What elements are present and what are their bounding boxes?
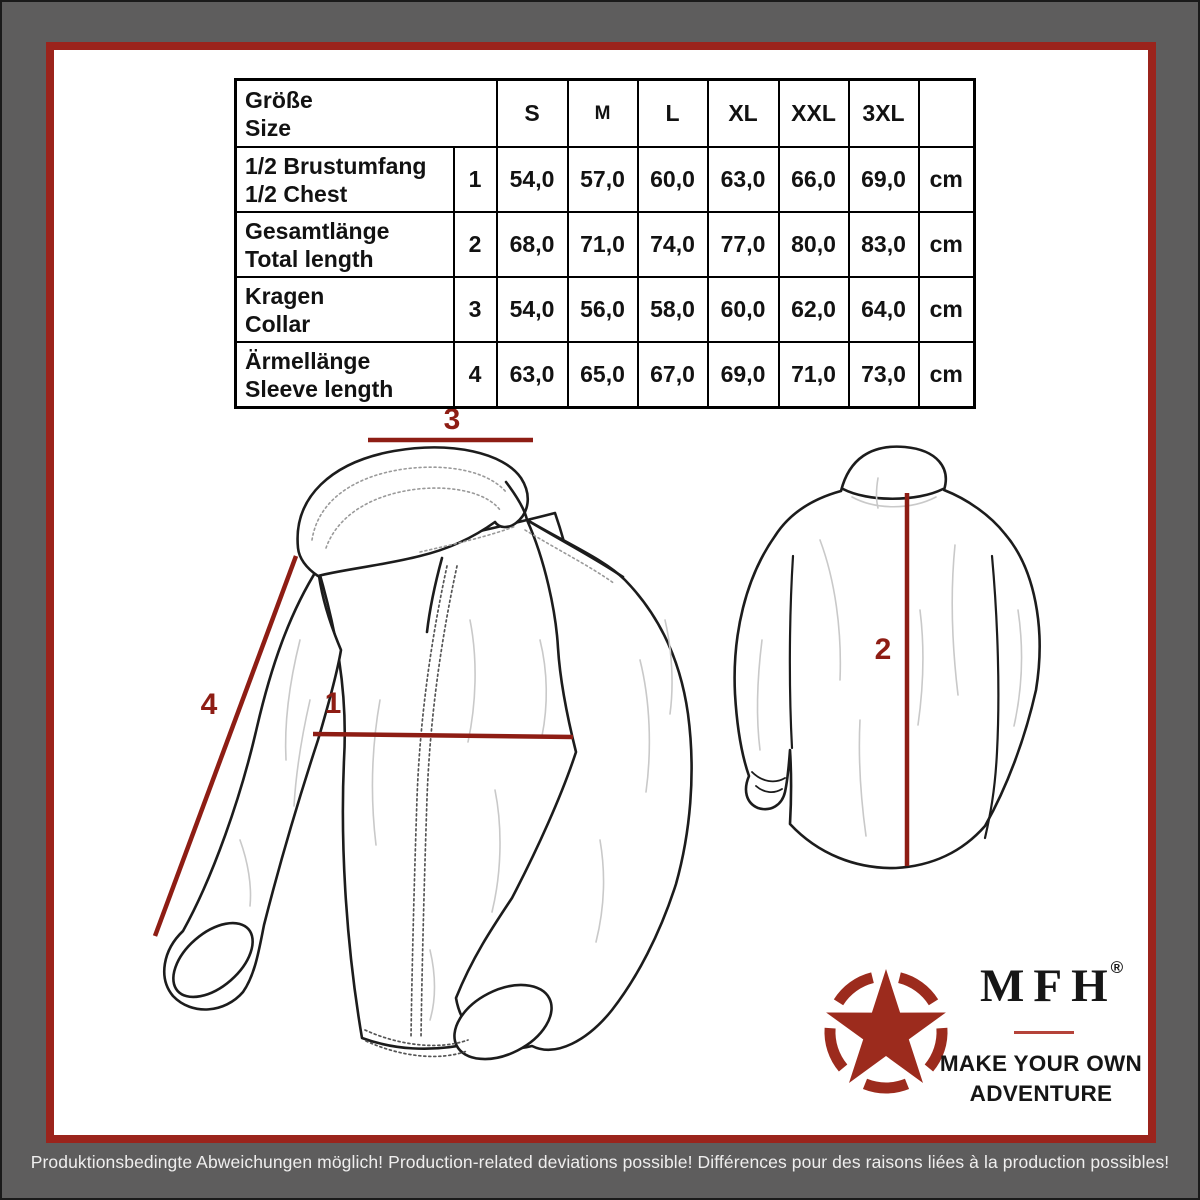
header-size-label-de: Größe (245, 86, 313, 113)
row-label-en: Collar (245, 310, 311, 337)
row-label-en: Sleeve length (245, 375, 394, 402)
star-logo-icon (824, 969, 948, 1094)
brand-tagline: MAKE YOUR OWN ADVENTURE (926, 1049, 1156, 1109)
jacket-back-drawing (733, 445, 1041, 870)
size-col-unit (917, 78, 976, 148)
table-row-sleeve-length: Ärmellänge Sleeve length 4 63,0 65,0 67,… (234, 341, 976, 409)
row-label-de: 1/2 Brustumfang (245, 152, 427, 179)
value-cell: 83,0 (847, 211, 920, 278)
front-collar (296, 446, 529, 578)
value-cell: 74,0 (636, 211, 709, 278)
size-col-l: L (636, 78, 709, 148)
row-label-de: Gesamtlänge (245, 217, 390, 244)
production-disclaimer: Produktionsbedingte Abweichungen möglich… (30, 1152, 1170, 1172)
table-row-total-length: Gesamtlänge Total length 2 68,0 71,0 74,… (234, 211, 976, 278)
value-cell: 68,0 (495, 211, 569, 278)
value-cell: 54,0 (495, 276, 569, 343)
value-cell: 63,0 (495, 341, 569, 409)
brand-tagline-line1: MAKE YOUR OWN (939, 1051, 1143, 1076)
table-row-collar: Kragen Collar 3 54,0 56,0 58,0 60,0 62,0… (234, 276, 976, 343)
size-col-s: S (495, 78, 569, 148)
header-size-label-en: Size (245, 114, 292, 141)
size-table: Größe Size S M L XL XXL 3XL 1/2 Brustumf… (234, 78, 977, 409)
unit-cell: cm (917, 146, 976, 213)
brand-wordmark: MFH® (980, 958, 1123, 1013)
unit-cell: cm (917, 211, 976, 278)
row-marker-number: 3 (452, 276, 498, 343)
marker-chest: 1 (325, 687, 342, 720)
table-row-chest: 1/2 Brustumfang 1/2 Chest 1 54,0 57,0 60… (234, 146, 976, 213)
table-header-row: Größe Size S M L XL XXL 3XL (234, 78, 976, 148)
marker-total-length: 2 (875, 633, 892, 666)
value-cell: 54,0 (495, 146, 569, 213)
value-cell: 63,0 (706, 146, 780, 213)
size-col-m: M (566, 78, 639, 148)
brand-divider-rule (1014, 1031, 1074, 1034)
measure-line-chest (312, 731, 574, 740)
registered-trademark-symbol: ® (1110, 958, 1124, 977)
value-cell: 71,0 (566, 211, 639, 278)
front-hem-stitching (364, 1029, 469, 1058)
row-label-de: Ärmellänge (245, 347, 371, 374)
measure-line-sleeve (152, 555, 299, 937)
value-cell: 80,0 (777, 211, 850, 278)
value-cell: 60,0 (636, 146, 709, 213)
brand-tagline-line2: ADVENTURE (969, 1081, 1113, 1106)
value-cell: 57,0 (566, 146, 639, 213)
value-cell: 64,0 (847, 276, 920, 343)
brand-name: MFH (980, 960, 1117, 1012)
row-label-en: Total length (245, 245, 374, 272)
front-left-cuff (172, 921, 254, 999)
unit-cell: cm (917, 341, 976, 409)
front-zipper (410, 565, 458, 1039)
front-right-cuff (453, 983, 553, 1061)
row-marker-number: 2 (452, 211, 498, 278)
row-label-en: 1/2 Chest (245, 180, 348, 207)
marker-sleeve: 4 (201, 688, 218, 721)
value-cell: 62,0 (777, 276, 850, 343)
value-cell: 58,0 (636, 276, 709, 343)
size-col-xxl: XXL (777, 78, 850, 148)
size-col-3xl: 3XL (847, 78, 920, 148)
row-label: Gesamtlänge Total length (234, 211, 455, 278)
value-cell: 71,0 (777, 341, 850, 409)
header-size-label: Größe Size (234, 78, 498, 148)
value-cell: 66,0 (777, 146, 850, 213)
value-cell: 69,0 (847, 146, 920, 213)
unit-cell: cm (917, 276, 976, 343)
value-cell: 77,0 (706, 211, 780, 278)
value-cell: 67,0 (636, 341, 709, 409)
row-label-de: Kragen (245, 282, 325, 309)
marker-collar: 3 (444, 403, 461, 436)
jacket-front-drawing (163, 446, 693, 1061)
measurement-lines (152, 437, 910, 937)
value-cell: 73,0 (847, 341, 920, 409)
row-marker-number: 4 (452, 341, 498, 409)
row-label: 1/2 Brustumfang 1/2 Chest (234, 146, 455, 213)
value-cell: 56,0 (566, 276, 639, 343)
value-cell: 69,0 (706, 341, 780, 409)
value-cell: 65,0 (566, 341, 639, 409)
row-label: Ärmellänge Sleeve length (234, 341, 455, 409)
row-marker-number: 1 (452, 146, 498, 213)
row-label: Kragen Collar (234, 276, 455, 343)
value-cell: 60,0 (706, 276, 780, 343)
size-col-xl: XL (706, 78, 780, 148)
